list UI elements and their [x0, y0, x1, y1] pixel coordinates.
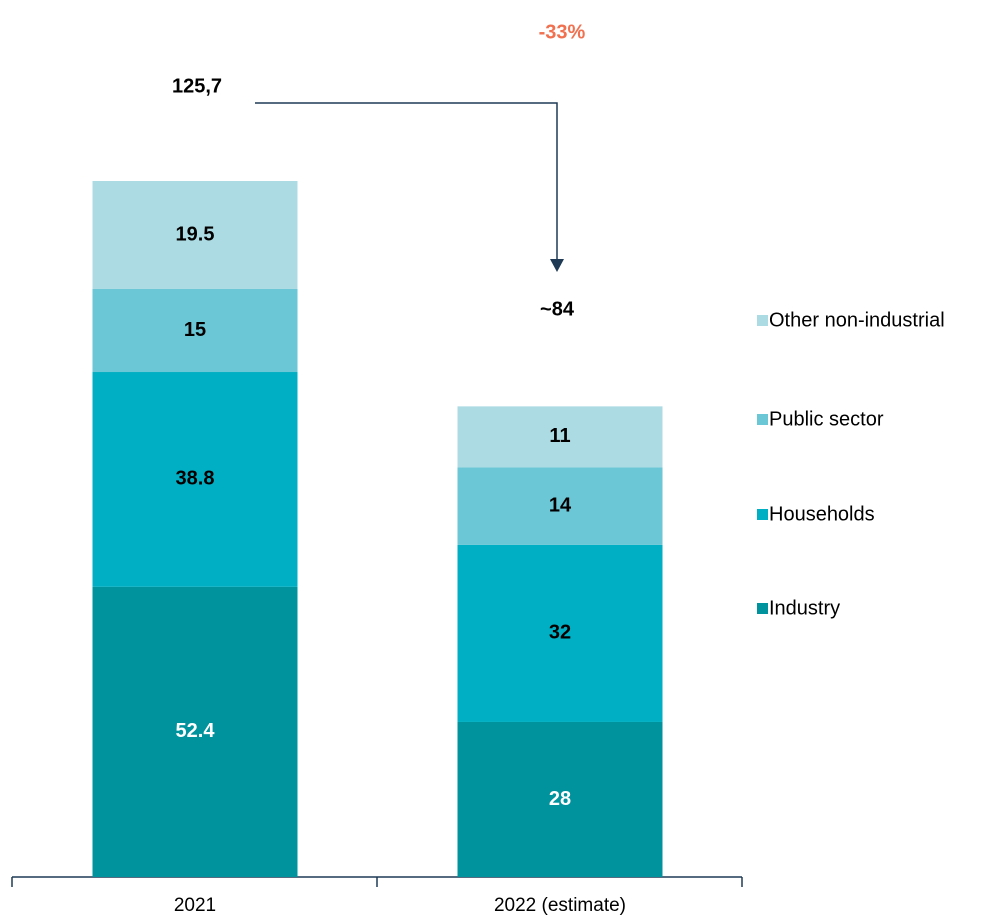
- data-label: 32: [549, 622, 571, 644]
- change-arrow: [255, 102, 558, 262]
- total-label: ~84: [540, 298, 575, 320]
- data-label: 14: [549, 494, 572, 516]
- bar-segment: [92, 180, 298, 289]
- legend-swatch: [757, 509, 768, 520]
- total-label: 125,7: [172, 75, 222, 97]
- data-label: 52.4: [176, 720, 216, 742]
- x-tick-label: 2022 (estimate): [494, 895, 626, 916]
- bar-segment: [457, 467, 663, 545]
- arrow-head: [550, 259, 564, 272]
- x-tick-label: 2021: [174, 895, 216, 916]
- data-label: 11: [549, 425, 570, 447]
- legend-swatch: [757, 603, 768, 614]
- data-label: 19.5: [176, 223, 215, 245]
- legend-label: Industry: [769, 597, 840, 619]
- data-label: 15: [184, 319, 206, 341]
- bar-segment: [457, 406, 663, 468]
- bar-segment: [92, 372, 298, 587]
- bar-segment: [457, 544, 663, 722]
- bar-segment: [457, 721, 663, 877]
- data-label: 28: [549, 788, 571, 810]
- legend-label: Households: [769, 503, 875, 525]
- bar-segment: [92, 586, 298, 877]
- data-label: 38.8: [176, 468, 215, 490]
- change-label: -33%: [539, 21, 586, 43]
- legend-swatch: [757, 315, 768, 326]
- legend-label: Other non-industrial: [769, 309, 945, 331]
- legend-label: Public sector: [769, 408, 884, 430]
- bar-segment: [92, 288, 298, 373]
- legend-swatch: [757, 414, 768, 425]
